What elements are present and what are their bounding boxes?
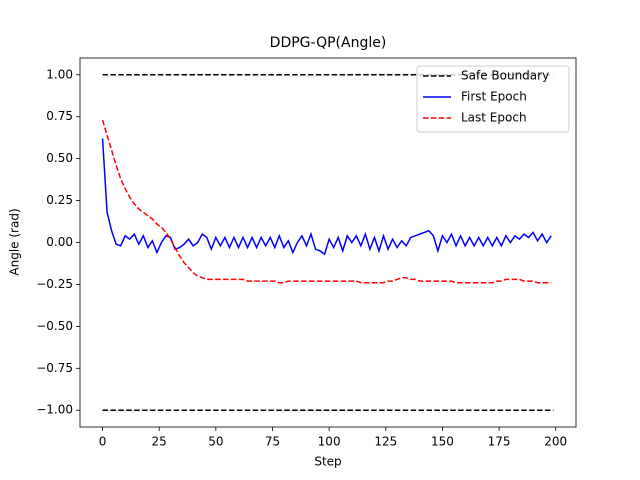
chart-title: DDPG-QP(Angle): [270, 35, 387, 51]
plot-frame: [79, 57, 577, 428]
y-axis-label: Angle (rad): [8, 208, 22, 275]
y-tick-label: 0.75: [46, 109, 73, 123]
x-axis-label: Step: [314, 455, 341, 469]
legend-label: Last Epoch: [461, 111, 527, 125]
x-tick-label: 175: [488, 435, 511, 449]
legend-box: [416, 65, 570, 133]
y-tick-label: −0.50: [36, 319, 73, 333]
x-tick-label: 150: [431, 435, 454, 449]
legend-label: Safe Boundary: [461, 69, 549, 83]
y-tick-label: 0.25: [46, 193, 73, 207]
x-tick-label: 125: [374, 435, 397, 449]
x-tick-label: 200: [544, 435, 567, 449]
x-tick-label: 100: [318, 435, 341, 449]
y-tick-label: 0.00: [46, 235, 73, 249]
y-tick-label: −0.25: [36, 277, 73, 291]
y-tick-label: −1.00: [36, 403, 73, 417]
y-tick-label: 0.50: [46, 151, 73, 165]
legend-label: First Epoch: [461, 90, 527, 104]
series-line: [101, 138, 552, 256]
x-tick-label: 0: [99, 435, 107, 449]
x-tick-label: 75: [265, 435, 280, 449]
y-tick-label: 1.00: [46, 67, 73, 81]
x-tick-label: 25: [152, 435, 167, 449]
y-tick-label: −0.75: [36, 361, 73, 375]
x-tick-label: 50: [208, 435, 223, 449]
series-line: [101, 119, 552, 284]
